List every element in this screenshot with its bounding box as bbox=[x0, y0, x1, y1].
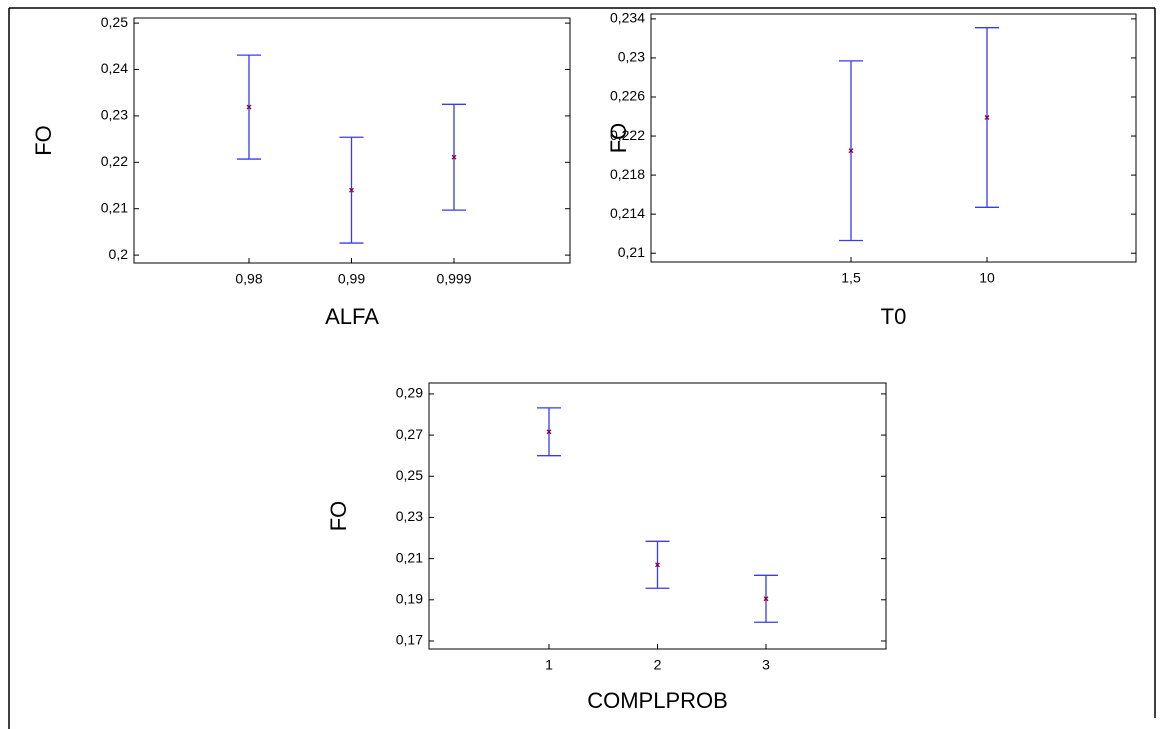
y-tick-label: 0,234 bbox=[610, 10, 645, 26]
mean-marker bbox=[848, 148, 854, 154]
y-tick-label: 0,21 bbox=[396, 549, 423, 565]
y-tick-label: 0,19 bbox=[396, 590, 423, 606]
x-axis-label: T0 bbox=[881, 304, 907, 329]
x-axis-label: ALFA bbox=[325, 304, 379, 329]
y-tick-label: 0,214 bbox=[610, 205, 645, 221]
x-tick-label: 3 bbox=[762, 657, 770, 673]
x-tick-label: 1 bbox=[545, 657, 553, 673]
mean-marker bbox=[763, 596, 769, 602]
y-tick-label: 0,21 bbox=[101, 199, 128, 215]
mean-marker bbox=[546, 429, 552, 435]
y-tick-label: 0,226 bbox=[610, 88, 645, 104]
y-tick-label: 0,23 bbox=[618, 49, 645, 65]
y-tick-label: 0,25 bbox=[101, 14, 128, 30]
mean-marker bbox=[655, 562, 660, 568]
y-tick-label: 0,2 bbox=[109, 246, 129, 262]
y-tick-label: 0,21 bbox=[618, 244, 645, 260]
y-tick-label: 0,23 bbox=[396, 508, 423, 524]
mean-marker bbox=[451, 154, 457, 160]
y-axis-label: FO bbox=[326, 501, 351, 532]
y-tick-label: 0,24 bbox=[101, 60, 128, 76]
x-tick-label: 2 bbox=[654, 657, 662, 673]
y-tick-label: 0,222 bbox=[610, 127, 645, 143]
y-tick-label: 0,27 bbox=[396, 426, 423, 442]
x-axis-label: COMPLPROB bbox=[587, 688, 728, 713]
x-tick-label: 0,999 bbox=[436, 271, 471, 287]
y-tick-label: 0,218 bbox=[610, 166, 645, 182]
y-axis-label: FO bbox=[606, 123, 631, 154]
y-tick-label: 0,23 bbox=[101, 107, 128, 123]
mean-marker bbox=[984, 115, 990, 120]
x-tick-label: 0,98 bbox=[235, 271, 262, 287]
x-tick-label: 0,99 bbox=[338, 271, 365, 287]
mean-marker bbox=[349, 187, 354, 193]
y-tick-label: 0,25 bbox=[396, 467, 423, 483]
plot-area bbox=[650, 13, 1137, 263]
y-tick-label: 0,22 bbox=[101, 153, 128, 169]
x-tick-label: 10 bbox=[979, 270, 995, 286]
y-axis-label: FO bbox=[31, 125, 56, 156]
x-tick-label: 1,5 bbox=[841, 270, 861, 286]
y-tick-label: 0,17 bbox=[396, 632, 423, 648]
mean-marker bbox=[246, 104, 252, 110]
y-tick-label: 0,29 bbox=[396, 385, 423, 401]
